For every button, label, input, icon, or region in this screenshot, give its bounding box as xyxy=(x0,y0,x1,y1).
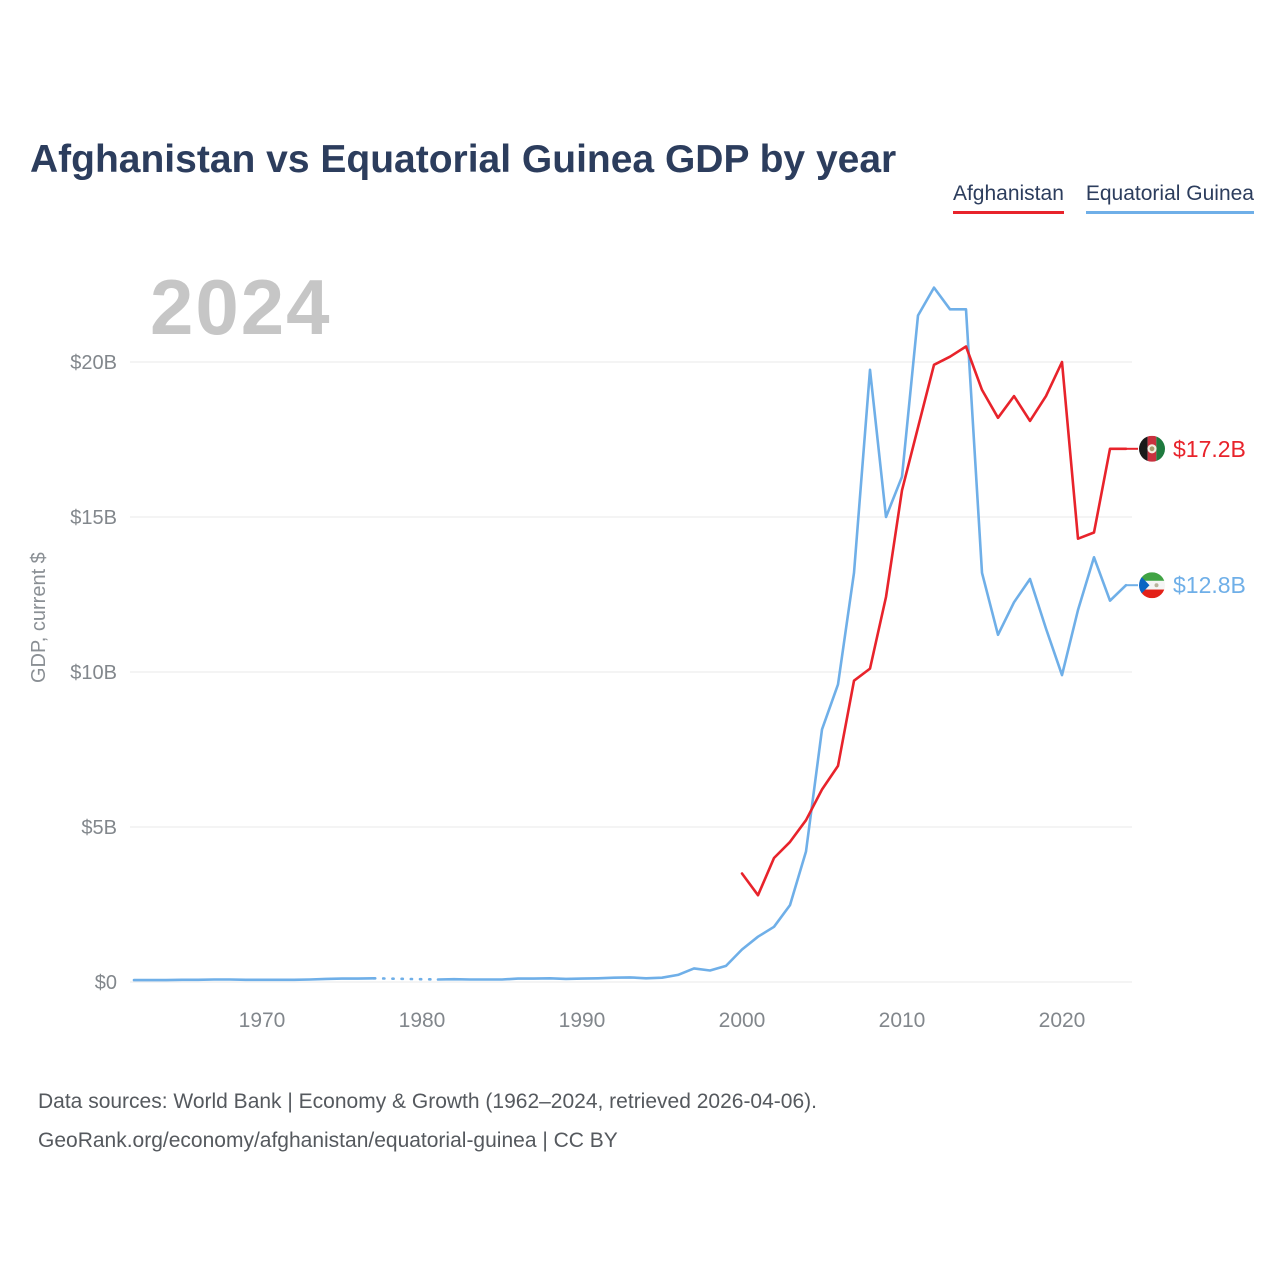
y-tick-label: $5B xyxy=(81,817,117,839)
equatorial-guinea-flag-icon xyxy=(1139,572,1165,599)
equatorial-guinea-end-label: $12.8B xyxy=(1173,572,1246,598)
y-tick-label: $0 xyxy=(95,972,117,994)
watermark-year: 2024 xyxy=(150,263,332,351)
y-tick-label: $20B xyxy=(70,352,117,374)
legend-item-equatorial-guinea[interactable]: Equatorial Guinea xyxy=(1085,182,1254,214)
x-tick-label: 1970 xyxy=(239,1009,286,1032)
x-tick-label: 1980 xyxy=(399,1009,446,1032)
x-tick-label: 2010 xyxy=(879,1009,926,1032)
equatorial-guinea-line xyxy=(132,286,1128,982)
footer-link-line: GeoRank.org/economy/afghanistan/equatori… xyxy=(38,1129,618,1152)
legend: Afghanistan Equatorial Guinea xyxy=(952,182,1254,214)
afghanistan-flag-icon xyxy=(1139,435,1165,462)
y-tick-label: $15B xyxy=(70,507,117,529)
x-tick-label: 2000 xyxy=(719,1009,766,1032)
x-tick-label: 2020 xyxy=(1039,1009,1086,1032)
y-tick-label: $10B xyxy=(70,662,117,684)
equatorial-guinea-line-gap xyxy=(372,977,440,981)
legend-item-afghanistan[interactable]: Afghanistan xyxy=(952,182,1064,214)
footer-source-line: Data sources: World Bank | Economy & Gro… xyxy=(38,1090,817,1113)
page-title: Afghanistan vs Equatorial Guinea GDP by … xyxy=(30,138,897,182)
afghanistan-end-label: $17.2B xyxy=(1173,436,1246,462)
afghanistan-line xyxy=(740,345,1128,897)
x-tick-label: 1990 xyxy=(559,1009,606,1032)
footer: Data sources: World Bank | Economy & Gro… xyxy=(38,1082,817,1160)
